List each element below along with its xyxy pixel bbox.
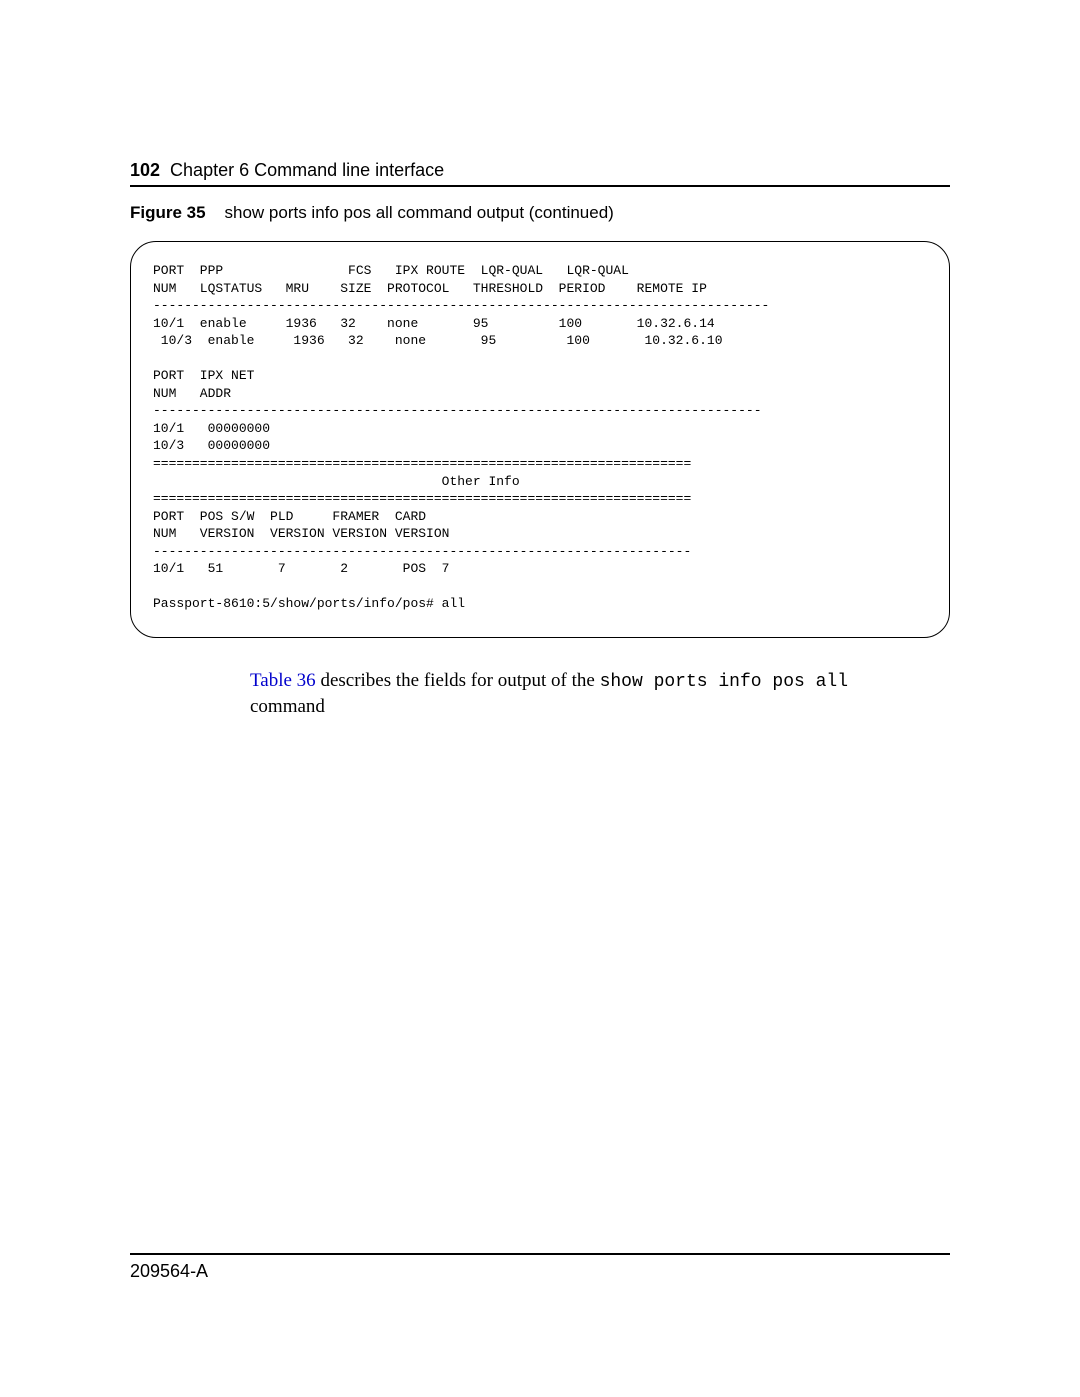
chapter-title: Chapter 6 Command line interface [170,160,444,181]
figure-caption-text [210,203,224,222]
page-number: 102 [130,160,160,181]
header-rule [130,185,950,187]
figure-label: Figure 35 [130,203,206,222]
command-text: show ports info pos all [600,672,848,692]
table-reference-link[interactable]: Table 36 [250,670,316,691]
body-end-text: command [250,696,325,717]
figure-caption-body: show ports info pos all command output (… [225,203,614,222]
body-paragraph: Table 36 describes the fields for output… [250,668,950,720]
figure-caption: Figure 35 show ports info pos all comman… [130,203,950,223]
terminal-output: PORT PPP FCS IPX ROUTE LQR-QUAL LQR-QUAL… [130,241,950,638]
document-id: 209564-A [130,1261,950,1282]
page-header: 102 Chapter 6 Command line interface [130,160,950,181]
footer-rule [130,1253,950,1255]
body-mid-text: describes the fields for output of the [316,670,600,691]
content-area: 102 Chapter 6 Command line interface Fig… [130,160,950,720]
page: 102 Chapter 6 Command line interface Fig… [0,0,1080,1397]
page-footer: 209564-A [130,1253,950,1282]
